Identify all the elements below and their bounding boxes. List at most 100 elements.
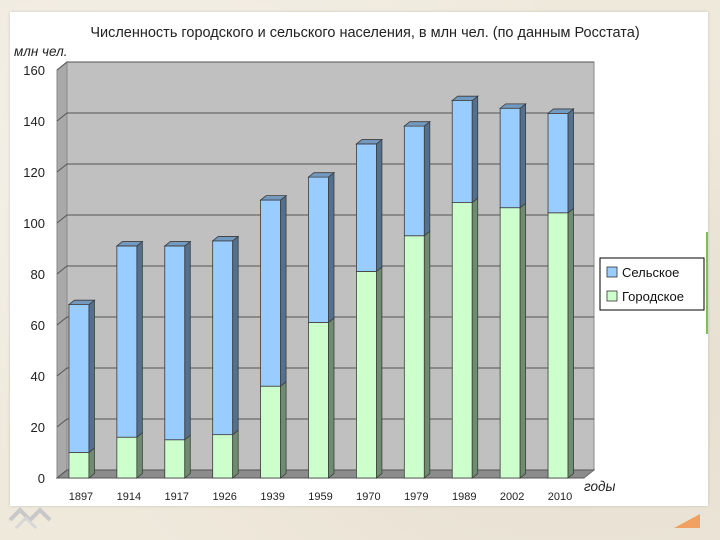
y-tick-label: 20	[31, 420, 45, 435]
bar-side	[184, 434, 191, 479]
bar-front	[212, 240, 234, 436]
bar-front	[356, 271, 377, 479]
bar-top	[498, 103, 527, 109]
bar-front	[499, 107, 521, 209]
bar-side	[423, 230, 431, 479]
x-tick-label: 2002	[500, 491, 524, 503]
gridline	[56, 61, 594, 71]
bar-top	[115, 241, 144, 247]
bar-top	[451, 95, 479, 101]
bar-side	[376, 138, 383, 273]
bar-front	[260, 385, 281, 479]
ornament-icon	[8, 507, 52, 530]
bar-rural-1926	[211, 235, 240, 436]
legend-swatch	[606, 290, 618, 302]
bar-top	[307, 172, 336, 178]
x-tick-label: 1917	[165, 491, 189, 503]
bar-top	[355, 139, 384, 145]
bar-top	[163, 241, 192, 247]
bar-top	[403, 121, 431, 127]
y-tick-label: 160	[23, 63, 45, 78]
bar-urban-1914	[116, 431, 143, 479]
bar-side	[232, 235, 239, 436]
bar-front	[499, 207, 521, 479]
bar-front	[547, 112, 569, 214]
x-tick-label: 2010	[548, 491, 572, 503]
bar-front	[547, 212, 569, 479]
y-tick-label: 0	[38, 471, 45, 486]
x-axis-label: годы	[584, 479, 615, 494]
bar-rural-1914	[115, 240, 144, 439]
bar-front	[403, 125, 425, 237]
bar-side	[376, 266, 383, 479]
bar-side	[280, 194, 287, 388]
bar-rural-1897	[67, 299, 96, 454]
bar-side	[328, 317, 335, 479]
bar-urban-2002	[499, 202, 527, 479]
bar-front	[451, 100, 473, 203]
bar-rural-1959	[307, 171, 336, 324]
x-tick-label: 1926	[212, 491, 236, 503]
bar-rural-2010	[546, 108, 575, 214]
bar-urban-1970	[356, 266, 383, 479]
y-tick-label: 40	[31, 369, 45, 384]
y-tick-label: 140	[23, 114, 45, 129]
bar-side	[136, 431, 143, 479]
bar-side	[328, 171, 335, 324]
bar-front	[260, 199, 281, 387]
bar-side	[519, 202, 527, 479]
x-tick-label: 1914	[117, 491, 141, 503]
y-tick-label: 120	[23, 165, 45, 180]
legend-item: Сельское	[606, 265, 679, 280]
y-axis-label: млн чел.	[14, 44, 67, 59]
bar-rural-1989	[451, 95, 479, 204]
bar-side	[232, 429, 239, 479]
bar-front	[451, 202, 473, 479]
bar-urban-1939	[260, 380, 287, 479]
y-tick-label: 100	[23, 216, 45, 231]
chart-title: Численность городского и сельского насел…	[90, 25, 639, 41]
x-tick-label: 1897	[69, 491, 93, 503]
x-tick-label: 1939	[260, 491, 284, 503]
bar-rural-1970	[355, 138, 384, 273]
legend-label: Сельское	[622, 265, 679, 280]
bar-front	[116, 436, 138, 479]
x-tick-label: 1979	[404, 491, 428, 503]
bar-urban-1979	[403, 230, 431, 479]
bar-rural-2002	[498, 103, 527, 209]
bar-side	[471, 197, 479, 479]
gridline	[56, 112, 594, 122]
corner-triangle-icon	[674, 514, 700, 528]
bar-top	[546, 108, 575, 114]
bar-urban-2010	[547, 207, 574, 479]
y-tick-label: 80	[31, 267, 45, 282]
bar-front	[68, 452, 90, 479]
bar-front	[308, 176, 329, 323]
bar-urban-1989	[451, 197, 479, 479]
bar-urban-1926	[212, 429, 239, 479]
bar-rural-1917	[163, 240, 192, 441]
decorative-line	[706, 232, 708, 334]
bar-urban-1917	[164, 434, 191, 479]
bar-rural-1939	[259, 194, 288, 388]
x-tick-label: 1989	[452, 491, 476, 503]
bar-side	[136, 240, 143, 439]
bar-front	[164, 439, 186, 479]
bar-front	[308, 322, 329, 479]
bar-front	[68, 304, 90, 453]
legend-label: Городское	[622, 289, 684, 304]
bar-side	[519, 103, 527, 209]
bar-side	[184, 240, 191, 441]
bar-side	[88, 447, 95, 479]
bar-front	[164, 245, 186, 441]
y-tick-label: 60	[31, 318, 45, 333]
bar-front	[116, 245, 138, 438]
legend-swatch	[606, 266, 618, 278]
bar-front	[212, 434, 234, 479]
x-tick-label: 1970	[356, 491, 380, 503]
bar-side	[471, 95, 479, 204]
x-tick-label: 1959	[308, 491, 332, 503]
bar-front	[356, 143, 377, 272]
bar-top	[67, 299, 96, 306]
